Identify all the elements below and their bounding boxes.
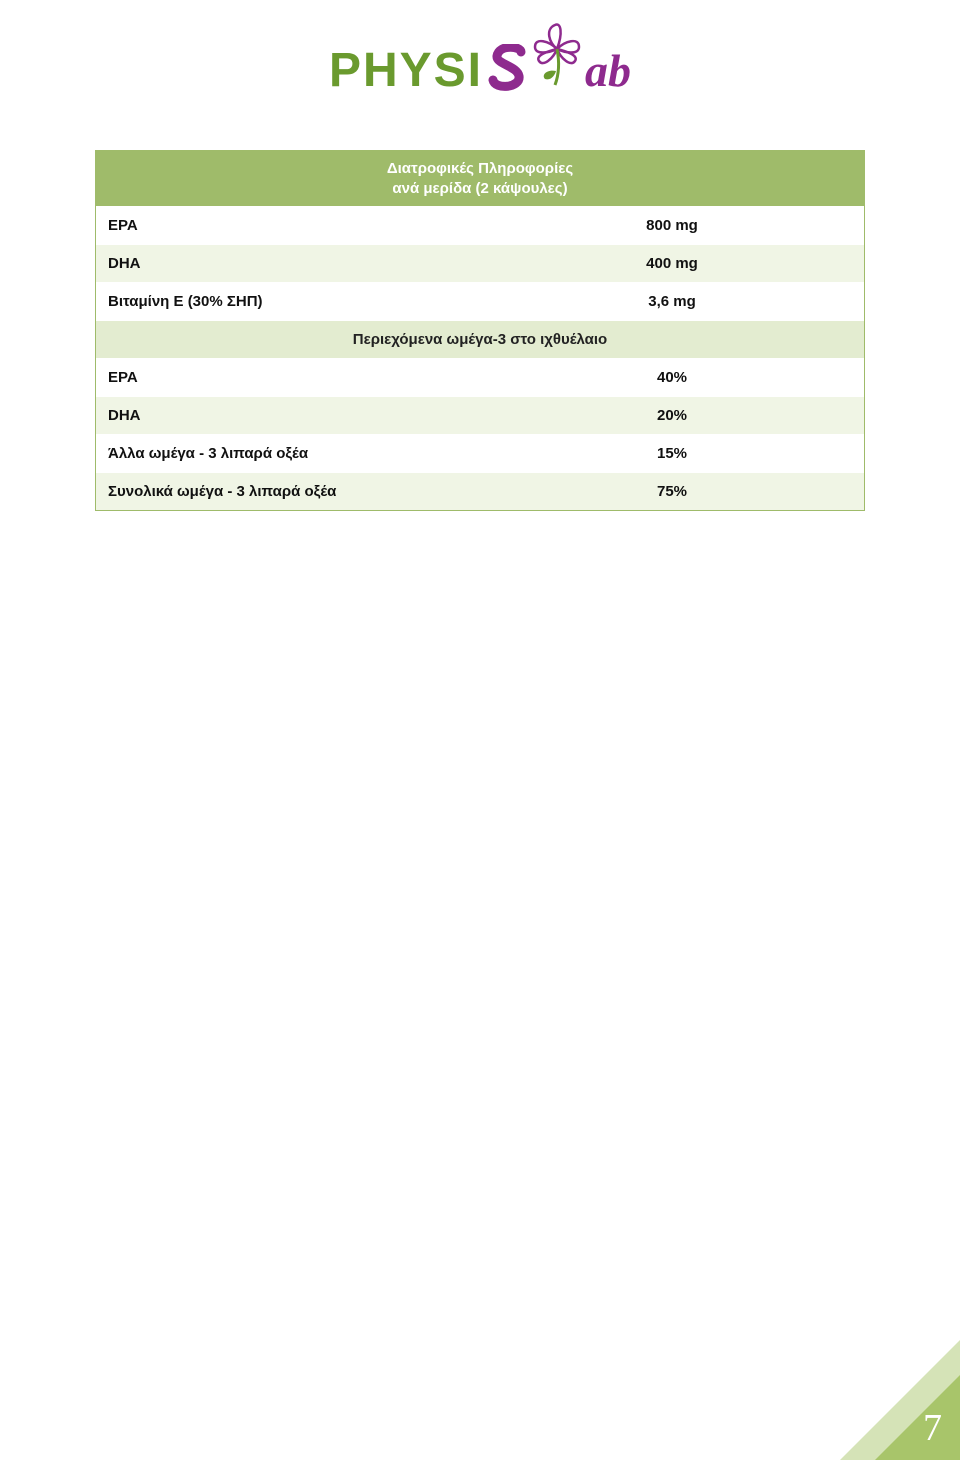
table-row: Βιταμίνη Ε (30% ΣΗΠ) 3,6 mg (96, 282, 864, 320)
table-row: Συνολικά ωμέγα - 3 λιπαρά οξέα 75% (96, 472, 864, 510)
row-value: 40% (480, 358, 864, 396)
row-label: Άλλα ωμέγα - 3 λιπαρά οξέα (96, 434, 480, 472)
row-value: 400 mg (480, 244, 864, 282)
logo-s-icon (487, 44, 531, 96)
table-row: DHA 400 mg (96, 244, 864, 282)
table-header-line1: Διατροφικές Πληροφορίες (387, 160, 573, 177)
logo-text-lab: ab (585, 44, 631, 97)
row-value: 15% (480, 434, 864, 472)
table-row: EPA 40% (96, 358, 864, 396)
row-value: 800 mg (480, 206, 864, 244)
page-number: 7 (923, 1406, 942, 1450)
table-row: Άλλα ωμέγα - 3 λιπαρά οξέα 15% (96, 434, 864, 472)
table-header-row: Διατροφικές Πληροφορίες ανά μερίδα (2 κά… (96, 151, 864, 206)
row-label: EPA (96, 358, 480, 396)
flower-icon (529, 19, 585, 94)
row-value: 75% (480, 472, 864, 510)
table-subheader: Περιεχόμενα ωμέγα-3 στο ιχθυέλαιο (96, 320, 864, 358)
page-corner-decoration: 7 (820, 1320, 960, 1460)
row-value: 20% (480, 396, 864, 434)
nutrition-table: Διατροφικές Πληροφορίες ανά μερίδα (2 κά… (95, 150, 865, 511)
table-subheader-row: Περιεχόμενα ωμέγα-3 στο ιχθυέλαιο (96, 320, 864, 358)
row-label: Συνολικά ωμέγα - 3 λιπαρά οξέα (96, 472, 480, 510)
table-row: DHA 20% (96, 396, 864, 434)
row-label: EPA (96, 206, 480, 244)
brand-logo: PHYSI ab (95, 25, 865, 115)
row-label: DHA (96, 396, 480, 434)
row-label: DHA (96, 244, 480, 282)
row-value: 3,6 mg (480, 282, 864, 320)
table-row: EPA 800 mg (96, 206, 864, 244)
table-header-line2: ανά μερίδα (2 κάψουλες) (392, 180, 567, 197)
corner-triangle-front (875, 1375, 960, 1460)
logo-text-physi: PHYSI (329, 43, 483, 98)
table-header: Διατροφικές Πληροφορίες ανά μερίδα (2 κά… (96, 151, 864, 206)
row-label: Βιταμίνη Ε (30% ΣΗΠ) (96, 282, 480, 320)
